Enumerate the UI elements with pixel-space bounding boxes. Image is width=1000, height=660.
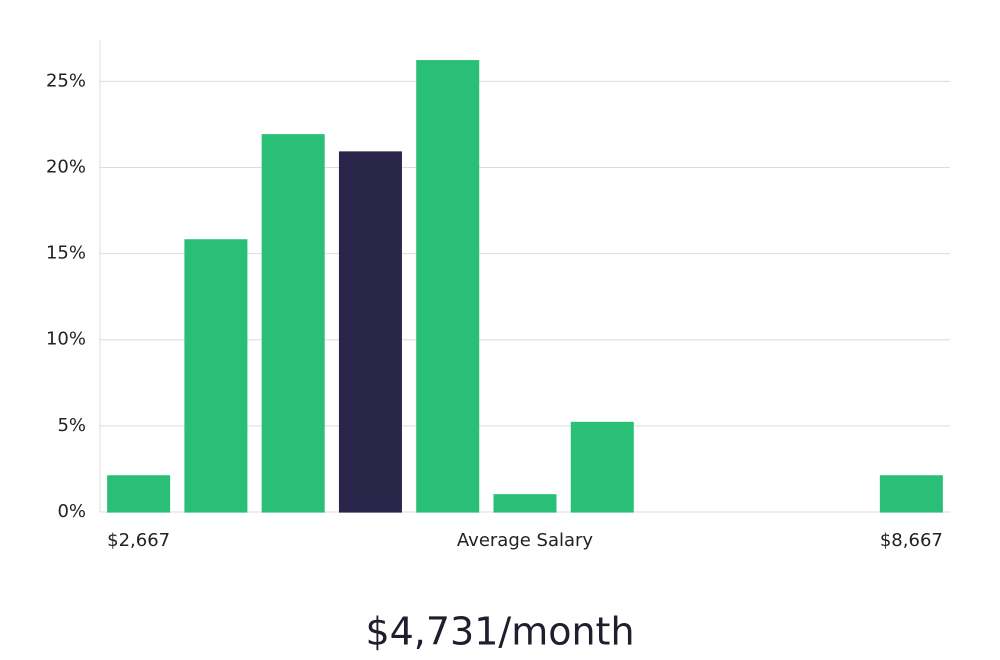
bar xyxy=(570,421,634,513)
bar xyxy=(416,60,480,513)
x-axis-label: Average Salary xyxy=(457,530,594,551)
x-tick-label: $2,667 xyxy=(107,530,170,551)
y-tick-label: 5% xyxy=(57,415,86,436)
y-tick-label: 25% xyxy=(46,70,86,91)
bar xyxy=(338,151,402,513)
y-tick-label: 15% xyxy=(46,243,86,264)
bar xyxy=(107,475,171,513)
bar xyxy=(493,494,557,513)
bar xyxy=(261,134,325,513)
y-tick-label: 0% xyxy=(57,501,86,522)
bar xyxy=(184,239,248,513)
summary: $4,731/month xyxy=(365,610,634,654)
y-tick-label: 10% xyxy=(46,329,86,350)
y-tick-label: 20% xyxy=(46,156,86,177)
bar xyxy=(879,475,943,513)
x-tick-label: $8,667 xyxy=(880,530,943,551)
